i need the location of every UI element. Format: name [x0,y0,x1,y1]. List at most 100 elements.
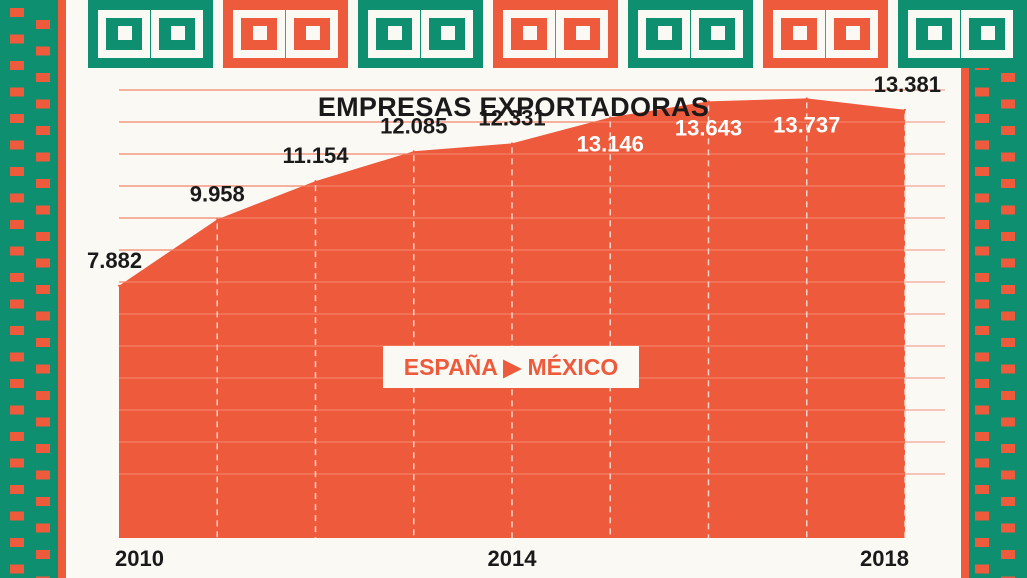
border-dash-left-a [10,379,24,388]
border-dash-right-a [975,379,989,388]
fret-motif [421,10,473,58]
border-dash-right-a [975,299,989,309]
border-dash-right-a [975,538,989,547]
data-label: 13.643 [675,115,742,140]
border-dash-right-a [975,246,989,256]
border-dash-right-b [1001,338,1015,347]
border-dash-left-b [36,417,50,427]
border-dash-left-b [36,364,50,374]
border-dash-left-a [10,564,24,574]
border-dash-left-a [10,405,24,415]
fret-motif [286,10,338,58]
border-dash-left-a [10,299,24,309]
border-dash-left-a [10,61,24,70]
fret-motif [233,10,285,58]
border-dash-left-a [10,140,24,150]
border-dash-right-b [1001,417,1015,427]
border-dash-left-a [10,167,24,176]
fret-motif [711,26,725,40]
data-point [314,180,317,183]
border-dash-right-a [975,273,989,282]
fret-motif [908,10,960,58]
border-dash-right-a [975,140,989,150]
border-dash-left-b [36,285,50,294]
border-dash-right-b [1001,311,1015,321]
data-label: 9.958 [190,181,245,206]
data-point [609,116,612,119]
border-stripe-right [961,0,969,578]
border-dash-left-b [36,46,50,56]
fret-motif [658,26,672,40]
fret-motif [368,10,420,58]
fret-motif [638,10,690,58]
fret-motif [503,10,555,58]
border-dash-right-a [975,564,989,574]
border-dash-left-a [10,511,24,521]
border-dash-right-b [1001,364,1015,374]
fret-motif [961,10,1013,58]
border-dash-right-a [975,432,989,441]
fret-motif [98,10,150,58]
border-dash-left-a [10,458,24,468]
border-dash-left-a [10,432,24,441]
border-dash-left-a [10,87,24,97]
fret-motif [171,26,185,40]
data-point [412,150,415,153]
data-point [511,142,513,145]
border-dash-right-b [1001,152,1015,162]
border-dash-left-a [10,34,24,44]
border-dash-left-b [36,232,50,241]
border-dash-right-b [1001,232,1015,241]
data-point [805,97,808,100]
series-legend: ESPAÑA ▶ MÉXICO [383,346,639,388]
border-dash-right-a [975,193,989,203]
border-dash-left-b [36,20,50,29]
border-dash-left-b [36,179,50,188]
fret-motif [441,26,455,40]
border-dash-right-b [1001,99,1015,109]
fret-motif [523,26,537,40]
border-dash-left-b [36,258,50,268]
border-dash-left-b [36,444,50,453]
border-dash-right-a [975,352,989,362]
border-dash-right-b [1001,497,1015,506]
border-dash-right-b [1001,205,1015,215]
border-dash-left-a [10,352,24,362]
border-dash-right-b [1001,179,1015,188]
x-tick-label: 2014 [488,546,538,571]
data-label: 12.331 [478,105,545,130]
data-label: 11.154 [282,143,349,168]
border-dash-right-b [1001,73,1015,82]
border-dash-left-b [36,73,50,82]
fret-motif [118,26,132,40]
border-dash-left-b [36,470,50,480]
chart-title: EMPRESAS EXPORTADORAS [317,92,710,122]
x-tick-label: 2018 [860,546,909,571]
decorative-border-right [961,0,1027,578]
fret-motif [928,26,942,40]
border-dash-left-a [10,246,24,256]
border-dash-left-b [36,152,50,162]
border-dash-right-b [1001,258,1015,268]
data-label: 7.882 [87,248,142,273]
border-dash-right-b [1001,285,1015,294]
data-point [216,218,219,221]
border-dash-left-b [36,99,50,109]
border-dash-right-a [975,167,989,176]
legend-label: ESPAÑA ▶ MÉXICO [403,353,619,380]
border-dash-left-b [36,126,50,135]
border-dash-left-a [10,326,24,335]
fret-motif [793,26,807,40]
border-dash-left-b [36,338,50,347]
border-dash-left-b [36,391,50,400]
fret-motif [576,26,590,40]
data-label: 12.085 [380,113,447,138]
border-dash-right-a [975,485,989,494]
border-dash-left-a [10,114,24,123]
data-label: 13.146 [577,131,644,156]
border-dash-left-a [10,220,24,229]
border-dash-left-b [36,550,50,559]
border-dash-left-b [36,523,50,533]
border-dash-right-b [1001,126,1015,135]
fret-motif [253,26,267,40]
